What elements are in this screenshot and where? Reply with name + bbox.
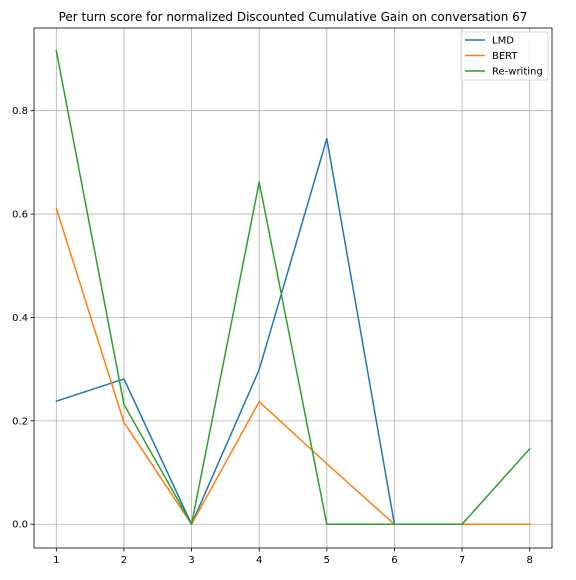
y-tick-label: 0.0: [12, 520, 28, 531]
x-tick-label: 1: [53, 555, 59, 566]
legend-box: [460, 31, 549, 81]
legend: LMD BERT Re-writing: [460, 31, 549, 81]
legend-label: Re-writing: [492, 67, 543, 78]
grid: [34, 28, 552, 548]
y-tick-label: 0.4: [12, 313, 28, 324]
axis-ticks: 1 2 3 4 5 6 7 8 0.0 0.2 0.4 0.6 0.8: [12, 106, 533, 566]
series-lines: [55, 49, 531, 525]
x-tick-label: 8: [526, 555, 532, 566]
y-tick-label: 0.6: [12, 210, 28, 221]
chart-title: Per turn score for normalized Discounted…: [59, 10, 528, 24]
x-tick-label: 2: [121, 555, 127, 566]
x-tick-label: 7: [459, 555, 465, 566]
x-tick-label: 3: [188, 555, 194, 566]
series-line-re-writing: [55, 49, 531, 525]
x-tick-label: 4: [256, 555, 262, 566]
y-tick-label: 0.8: [12, 106, 28, 117]
x-tick-label: 5: [324, 555, 330, 566]
legend-label: BERT: [492, 51, 518, 62]
y-tick-label: 0.2: [12, 416, 28, 427]
legend-label: LMD: [492, 36, 514, 47]
x-tick-label: 6: [391, 555, 397, 566]
plot-frame: [33, 27, 553, 549]
